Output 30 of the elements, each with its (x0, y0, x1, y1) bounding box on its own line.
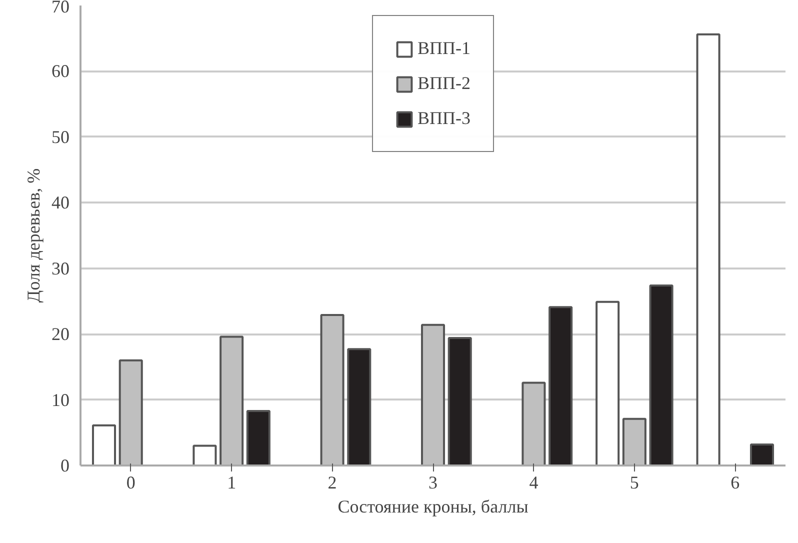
legend-label: ВПП-1 (418, 38, 470, 59)
bar (92, 424, 116, 466)
y-tick-label: 40 (52, 192, 70, 213)
x-tick-label: 5 (630, 472, 639, 492)
bar (649, 284, 674, 466)
bar (596, 300, 620, 466)
bar (750, 443, 774, 466)
x-tick-label: 1 (227, 472, 236, 492)
legend-label: ВПП-3 (418, 108, 470, 129)
bar (548, 306, 573, 466)
bar (347, 348, 372, 466)
x-tick-label: 4 (529, 472, 538, 492)
x-tick-label: 6 (730, 472, 740, 492)
y-tick-label: 60 (52, 61, 70, 82)
y-tick-label: 0 (60, 456, 70, 476)
legend-label: ВПП-2 (418, 73, 470, 94)
y-tick-label: 10 (52, 390, 70, 410)
y-tick-label: 50 (52, 126, 70, 147)
bar (192, 444, 217, 466)
y-tick-label: 70 (52, 0, 70, 16)
y-tick-label: 30 (52, 258, 70, 278)
x-tick-label: 3 (428, 472, 438, 492)
y-axis-title: Доля деревьев, % (24, 168, 44, 303)
y-tick-label: 20 (52, 324, 70, 344)
bar (696, 33, 720, 466)
bar (448, 337, 472, 466)
bar (246, 410, 270, 466)
x-tick-label: 0 (126, 472, 136, 492)
x-axis-title: Состояние кроны, баллы (338, 496, 528, 516)
x-tick-label: 2 (328, 472, 337, 492)
